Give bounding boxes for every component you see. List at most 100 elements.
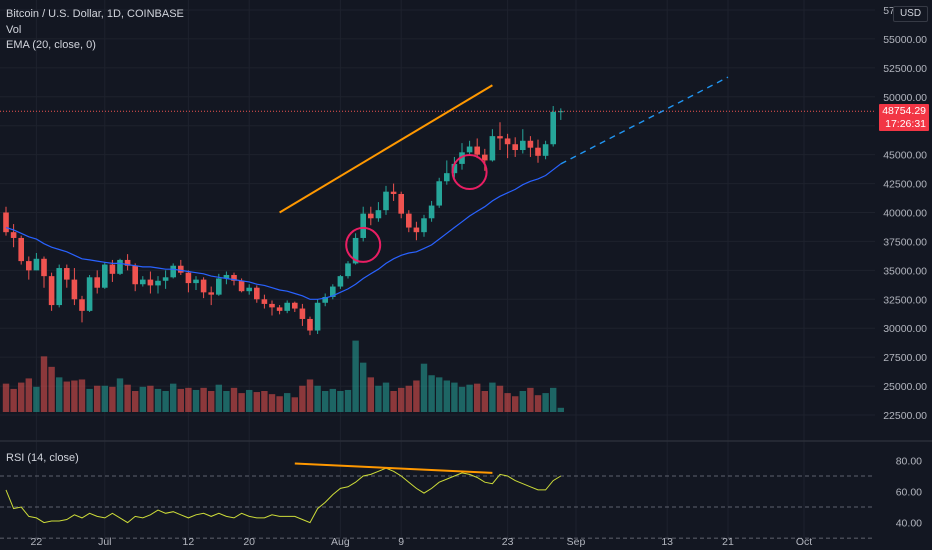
candle-body bbox=[178, 265, 184, 273]
candle-body bbox=[466, 146, 473, 153]
candle-body bbox=[109, 264, 116, 274]
price-tick-label: 40000.00 bbox=[883, 208, 927, 220]
date-tick-label: 9 bbox=[398, 536, 404, 548]
candle-body bbox=[299, 308, 306, 319]
price-tick-label: 25000.00 bbox=[883, 381, 927, 393]
candle-body bbox=[520, 140, 526, 151]
candle-body bbox=[10, 232, 17, 238]
volume-bar bbox=[139, 386, 146, 412]
candle-body bbox=[71, 279, 78, 300]
candle-body bbox=[292, 302, 298, 309]
volume-bar bbox=[405, 385, 412, 412]
volume-bar bbox=[71, 380, 78, 412]
volume-bar bbox=[223, 391, 230, 412]
date-tick-label: Sep bbox=[567, 536, 586, 548]
candle-body bbox=[330, 286, 336, 297]
volume-bar bbox=[48, 366, 55, 412]
currency-button[interactable]: USD bbox=[893, 6, 928, 22]
candle-body bbox=[307, 318, 313, 331]
price-trendline[interactable] bbox=[279, 84, 493, 214]
candle-body bbox=[200, 279, 207, 293]
last-price-value: 48754.29 bbox=[882, 105, 926, 117]
candle-body bbox=[162, 277, 169, 281]
volume-bar bbox=[116, 378, 124, 412]
volume-bar bbox=[94, 385, 101, 412]
volume-bar bbox=[177, 388, 184, 412]
highlight-circle[interactable] bbox=[451, 154, 488, 190]
ema-series bbox=[0, 76, 875, 300]
volume-bar bbox=[352, 340, 359, 412]
volume-bar bbox=[527, 387, 534, 412]
highlight-circle[interactable] bbox=[345, 226, 382, 263]
volume-bar bbox=[154, 388, 162, 412]
candle-body bbox=[451, 163, 458, 174]
candle-body bbox=[474, 146, 480, 155]
volume-bar bbox=[25, 378, 32, 412]
date-tick-label: 20 bbox=[243, 536, 255, 548]
candle-body bbox=[269, 303, 275, 308]
candle-body bbox=[337, 276, 344, 287]
candle-body bbox=[185, 272, 192, 284]
candle-body bbox=[383, 191, 389, 211]
candle-body bbox=[398, 193, 404, 214]
volume-bar bbox=[512, 396, 519, 412]
volume-bar bbox=[261, 391, 268, 412]
volume-bar bbox=[124, 384, 131, 412]
volume-bar bbox=[496, 385, 504, 412]
candle-body bbox=[48, 276, 55, 306]
volume-legend[interactable]: Vol bbox=[6, 24, 22, 36]
rsi-trendline[interactable] bbox=[294, 462, 493, 474]
candle-body bbox=[26, 261, 32, 271]
candle-body bbox=[86, 277, 93, 311]
candle-body bbox=[284, 302, 290, 311]
rsi-tick-label: 40.00 bbox=[896, 518, 922, 530]
volume-bar bbox=[367, 377, 374, 412]
candle-body bbox=[375, 210, 382, 219]
date-tick-label: 12 bbox=[183, 536, 195, 548]
volume-bar bbox=[413, 380, 420, 412]
candle-body bbox=[558, 111, 564, 113]
candle-body bbox=[436, 181, 442, 206]
price-tick-label: 22500.00 bbox=[883, 410, 927, 422]
candle-body bbox=[132, 265, 138, 285]
candle-body bbox=[246, 287, 252, 292]
volume-bar bbox=[238, 393, 245, 412]
volume-bar bbox=[458, 386, 466, 412]
rsi-tick-label: 80.00 bbox=[896, 455, 922, 467]
candle-body bbox=[124, 259, 131, 266]
date-tick-label: Aug bbox=[331, 536, 350, 548]
price-tick-label: 52500.00 bbox=[883, 63, 927, 75]
volume-bar bbox=[360, 362, 367, 412]
last-price-badge: 48754.29 17:26:31 bbox=[879, 104, 929, 131]
volume-bar bbox=[542, 393, 549, 412]
volume-bar bbox=[56, 377, 63, 412]
date-tick-label: 13 bbox=[661, 536, 673, 548]
ema-legend[interactable]: EMA (20, close, 0) bbox=[6, 39, 96, 51]
candle-body bbox=[102, 264, 108, 288]
countdown-timer: 17:26:31 bbox=[885, 118, 926, 130]
date-tick-label: Jul bbox=[98, 536, 111, 548]
rsi-line bbox=[5, 467, 562, 524]
symbol-legend[interactable]: Bitcoin / U.S. Dollar, 1D, COINBASE bbox=[6, 8, 184, 20]
volume-bar bbox=[33, 386, 40, 412]
candle-body bbox=[170, 265, 176, 278]
volume-bar bbox=[306, 379, 314, 412]
volume-bar bbox=[420, 363, 428, 412]
date-tick-label: 22 bbox=[31, 536, 43, 548]
rsi-tick-label: 60.00 bbox=[896, 487, 922, 499]
volume-bar bbox=[246, 389, 253, 412]
candle-body bbox=[56, 268, 62, 306]
volume-bar bbox=[63, 381, 70, 412]
candle-body bbox=[276, 307, 283, 311]
volume-bar bbox=[314, 385, 321, 412]
candle-body bbox=[360, 213, 366, 238]
volume-bar bbox=[534, 395, 542, 412]
volume-bar bbox=[489, 382, 496, 412]
rsi-legend[interactable]: RSI (14, close) bbox=[6, 452, 79, 464]
volume-bar bbox=[78, 379, 86, 412]
candle-body bbox=[117, 259, 123, 274]
candle-body bbox=[444, 173, 450, 182]
volume-bar bbox=[215, 384, 222, 412]
